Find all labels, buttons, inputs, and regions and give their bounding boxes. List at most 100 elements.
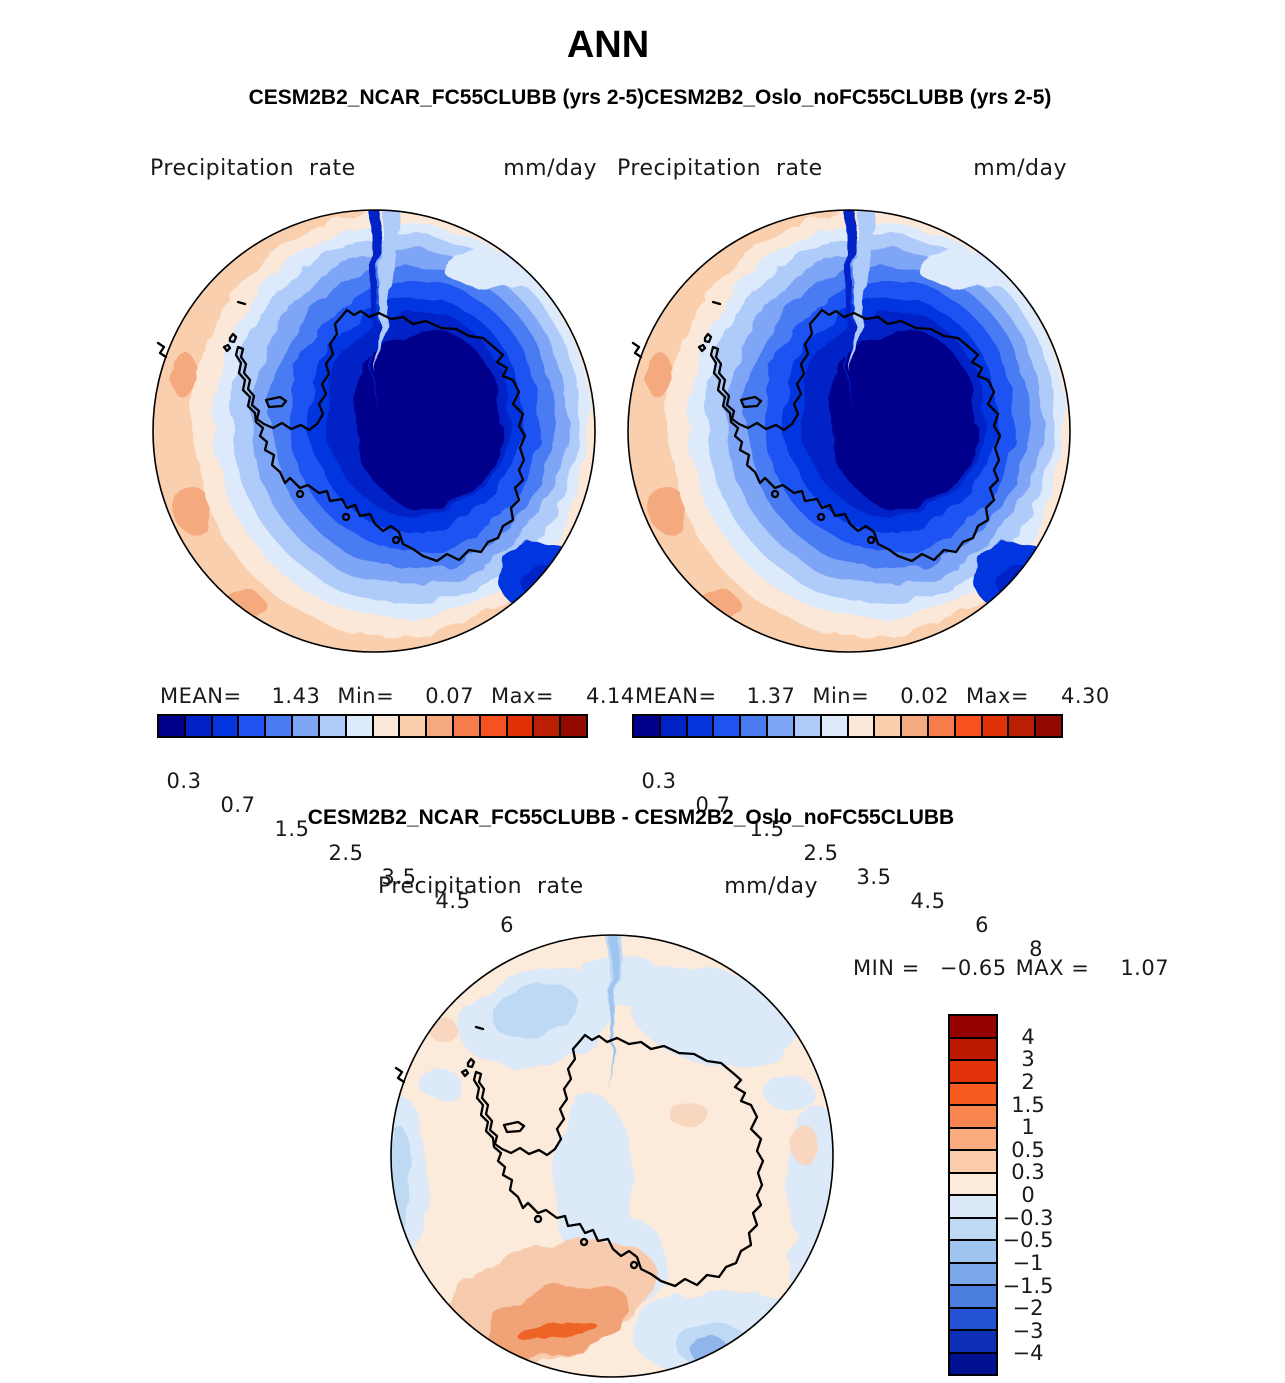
tick-label: −3 [1012,1319,1044,1343]
diff-colorbar-ticks: 4 3 2 1.5 1 0.5 0.3 0 −0.3 −0.5 −1 −1.5 … [1000,1014,1056,1376]
diff-colorbar [948,1014,998,1376]
colorbar-cell [212,716,240,736]
colorbar-cell [714,716,742,736]
tick-label: 1.5 [274,817,310,841]
colorbar-cell [955,716,983,736]
right-panel-label-row: Precipitation rate mm/day [617,156,1067,184]
colorbar-cell [950,1106,996,1129]
min-value: 0.07 [425,684,474,708]
colorbar-cell [561,716,586,736]
colorbar-cell [507,716,535,736]
diff-title: CESM2B2_NCAR_FC55CLUBB - CESM2B2_Oslo_no… [307,806,955,829]
tick-label: 0.7 [220,793,256,817]
colorbar-cell [950,1016,996,1039]
max-value: 4.30 [1060,684,1110,708]
colorbar-cell [660,716,688,736]
colorbar-cell [950,1038,996,1061]
tick-label: 0.7 [695,793,731,817]
colorbar-cell [928,716,956,736]
tick-label: −2 [1012,1296,1044,1320]
map-left-panel [152,209,596,653]
tick-label: 1 [1021,1115,1035,1139]
tick-label: 4.5 [910,889,946,913]
units-label: mm/day [503,156,597,181]
tick-label: 3.5 [381,865,417,889]
season-title: ANN [566,24,650,66]
tick-label: 0.3 [641,769,677,793]
right-stats-row: MEAN= 1.37 Min= 0.02 Max= 4.30 [635,684,1110,708]
tick-label: −0.5 [1002,1228,1054,1252]
tick-label: −1 [1012,1251,1044,1275]
colorbar-cell [950,1218,996,1241]
colorbar-cell [950,1331,996,1354]
diff-minmax-row: MIN = −0.65 MAX = 1.07 [853,956,1169,980]
variable-label: Precipitation rate [150,156,356,181]
min-label: Min= [812,684,870,708]
tick-label: 0.3 [166,769,202,793]
tick-label: 0 [1021,1183,1035,1207]
tick-label: −1.5 [1002,1274,1054,1298]
colorbar-cell [741,716,769,736]
tick-label: 2.5 [803,841,839,865]
colorbar-cell [159,716,186,736]
tick-label: −0.3 [1002,1206,1054,1230]
max-value: 1.07 [1120,956,1170,980]
left-stats-row: MEAN= 1.43 Min= 0.07 Max= 4.14 [160,684,635,708]
tick-label: 3 [1021,1047,1035,1071]
colorbar-cell [319,716,347,736]
colorbar-cell [266,716,294,736]
colorbar-cell [902,716,929,736]
units-label: mm/day [724,874,818,899]
tick-label: 4.5 [435,889,471,913]
colorbar-cell [346,716,374,736]
max-label: Max= [965,684,1029,708]
variable-label: Precipitation rate [378,874,584,899]
colorbar-cell [239,716,267,736]
left-colorbar [157,714,588,738]
tick-label: 1.5 [1011,1093,1045,1117]
colorbar-cell [950,1151,996,1174]
tick-label: 3.5 [856,865,892,889]
tick-label: 6 [500,913,514,937]
colorbar-cell [950,1286,996,1309]
tick-label: 4 [1021,1025,1035,1049]
map-difference-panel [390,934,834,1378]
colorbar-cell [534,716,562,736]
tick-label: 1.5 [749,817,785,841]
mean-label: MEAN= [635,684,717,708]
colorbar-cell [373,716,401,736]
colorbar-cell [950,1083,996,1106]
min-label: MIN = [853,956,920,980]
colorbar-cell [950,1128,996,1151]
tick-label: −4 [1012,1341,1044,1365]
runs-title: CESM2B2_NCAR_FC55CLUBB (yrs 2-5)CESM2B2_… [248,86,1052,109]
tick-label: 8 [1029,937,1043,961]
colorbar-cell [185,716,213,736]
colorbar-cell [982,716,1010,736]
variable-label: Precipitation rate [617,156,823,181]
colorbar-cell [480,716,508,736]
colorbar-cell [821,716,849,736]
max-value: 4.14 [585,684,635,708]
mean-value: 1.43 [271,684,321,708]
colorbar-cell [950,1353,996,1374]
right-colorbar [632,714,1063,738]
mean-label: MEAN= [160,684,242,708]
min-value: 0.02 [900,684,949,708]
colorbar-cell [768,716,795,736]
colorbar-cell [687,716,715,736]
colorbar-cell [950,1061,996,1084]
min-value: −0.65 [939,956,1007,980]
colorbar-cell [1009,716,1037,736]
tick-label: 2.5 [328,841,364,865]
tick-label: 0.5 [1011,1138,1045,1162]
left-panel-label-row: Precipitation rate mm/day [150,156,597,184]
colorbar-cell [794,716,822,736]
colorbar-cell [634,716,661,736]
map-right-panel [627,209,1071,653]
colorbar-cell [950,1241,996,1264]
max-label: MAX = [1015,956,1090,980]
colorbar-cell [950,1173,996,1196]
tick-label: 6 [975,913,989,937]
tick-label: 0.3 [1011,1160,1045,1184]
